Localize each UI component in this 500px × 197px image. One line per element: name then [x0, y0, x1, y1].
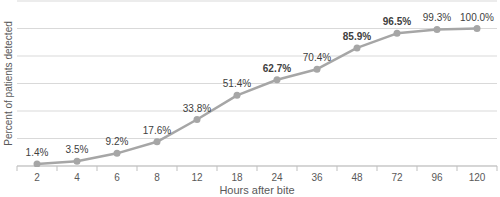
data-point: [434, 26, 441, 33]
data-label: 9.2%: [106, 136, 129, 147]
grid-line: [17, 56, 497, 57]
data-label: 70.4%: [303, 52, 331, 63]
data-line: [37, 29, 477, 165]
category-divider: [217, 166, 218, 171]
y-axis-title: Percent of patients detected: [3, 21, 14, 146]
grid-line: [17, 111, 497, 112]
grid-line: [17, 1, 497, 2]
category-divider: [137, 166, 138, 171]
grid-line: [17, 83, 497, 84]
category-divider: [337, 166, 338, 171]
plot-area: [34, 25, 481, 167]
category-divider: [497, 166, 498, 171]
category-divider: [17, 166, 18, 171]
grid-line: [17, 138, 497, 139]
chart: 246812182436487296120Hours after bitePer…: [0, 0, 500, 197]
x-tick-label: 12: [191, 172, 203, 183]
data-label: 99.3%: [423, 12, 451, 23]
x-tick-label: 6: [114, 172, 120, 183]
data-label: 3.5%: [66, 144, 89, 155]
data-point: [74, 158, 81, 165]
data-label: 17.6%: [143, 125, 171, 136]
data-point: [34, 161, 41, 167]
category-divider: [377, 166, 378, 171]
data-label: 96.5%: [383, 16, 411, 27]
data-point: [314, 66, 321, 73]
data-label: 100.0%: [460, 12, 494, 23]
x-tick-label: 36: [311, 172, 323, 183]
x-tick-label: 18: [231, 172, 243, 183]
category-divider: [457, 166, 458, 171]
category-divider: [257, 166, 258, 171]
x-tick-label: 2: [34, 172, 40, 183]
data-label: 1.4%: [26, 147, 49, 158]
category-divider: [297, 166, 298, 171]
data-point: [194, 116, 201, 123]
data-point: [234, 92, 241, 99]
data-point: [474, 25, 481, 32]
category-divider: [57, 166, 58, 171]
data-point: [154, 138, 161, 145]
x-tick-label: 72: [391, 172, 403, 183]
data-label: 85.9%: [343, 31, 371, 42]
x-tick-label: 48: [351, 172, 363, 183]
grid-line: [17, 28, 497, 29]
category-divider: [417, 166, 418, 171]
category-divider: [177, 166, 178, 171]
x-tick-label: 24: [271, 172, 283, 183]
chart-container: 246812182436487296120Hours after bitePer…: [0, 0, 500, 197]
data-point: [274, 76, 281, 83]
x-tick-label: 120: [469, 172, 486, 183]
x-tick-label: 96: [431, 172, 443, 183]
x-tick-label: 8: [154, 172, 160, 183]
data-point: [394, 30, 401, 37]
data-label: 62.7%: [263, 63, 291, 74]
data-label: 51.4%: [223, 78, 251, 89]
data-point: [354, 44, 361, 51]
data-point: [114, 150, 121, 157]
category-divider: [97, 166, 98, 171]
x-tick-label: 4: [74, 172, 80, 183]
data-label: 33.8%: [183, 103, 211, 114]
x-axis-title: Hours after bite: [219, 184, 294, 196]
